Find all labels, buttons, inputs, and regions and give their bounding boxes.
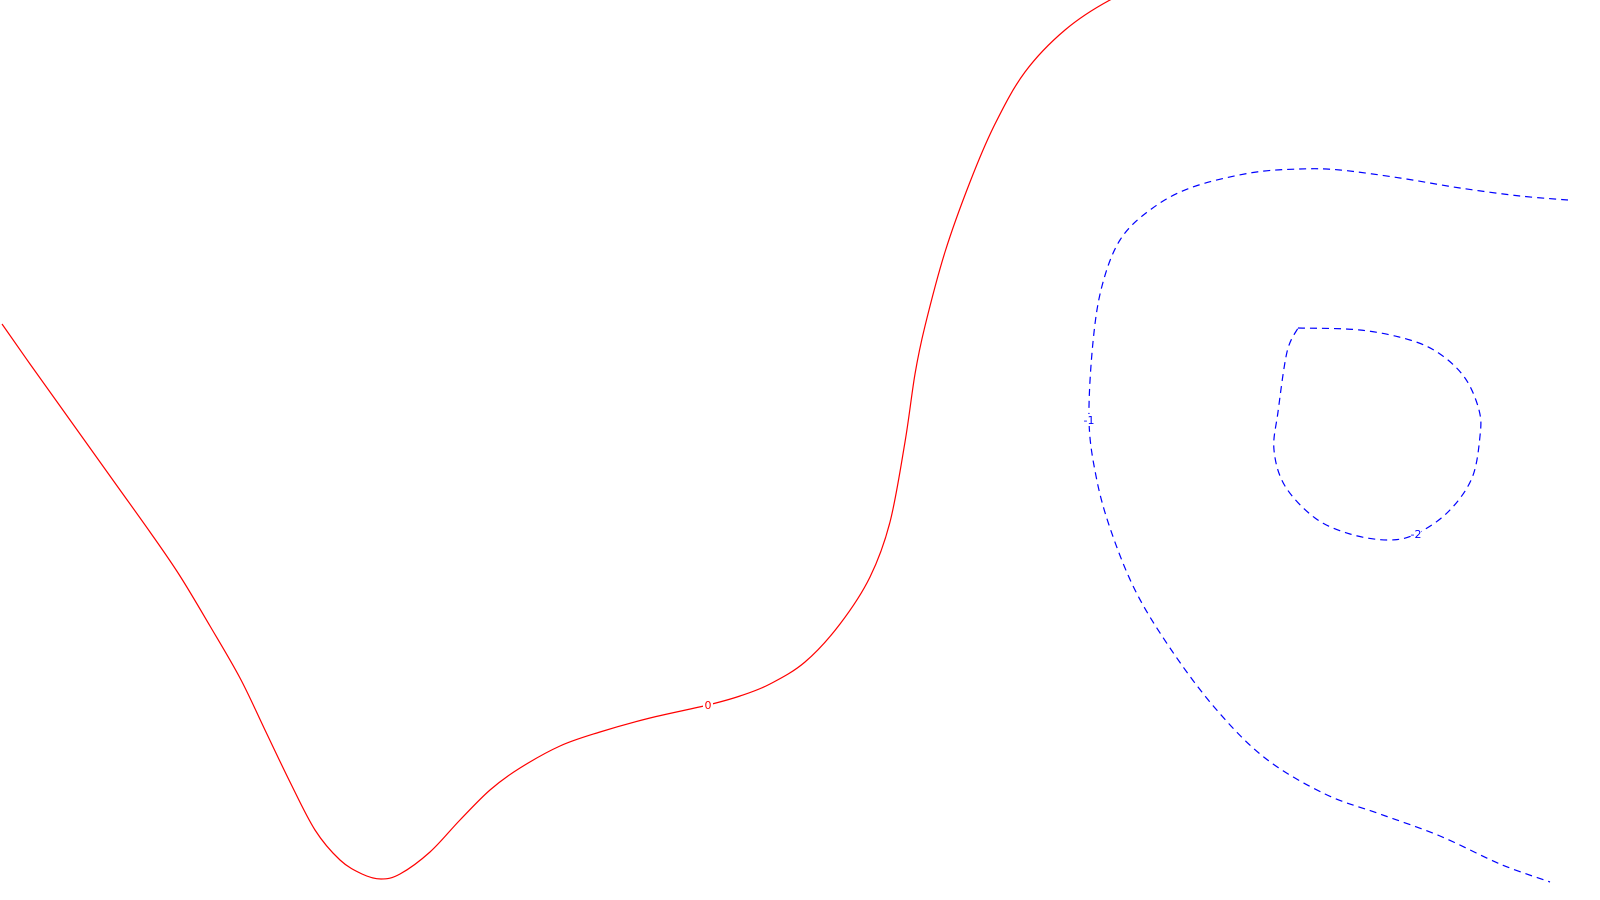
contour-label-bg	[1411, 528, 1421, 540]
contour-label-bg	[703, 699, 713, 711]
contour-label-level-0: 0	[705, 699, 712, 712]
contour-line-level--1	[1088, 168, 1569, 883]
contour-label-level--1: -1	[1084, 414, 1095, 427]
contour-lines	[1, 0, 1569, 883]
contour-label-bg	[1084, 414, 1094, 426]
contour-label-level--2: -2	[1411, 528, 1422, 541]
contour-line-level--2	[1273, 327, 1482, 541]
contour-labels: 0 -1 -2	[703, 414, 1421, 712]
contour-line-level-0	[1, 0, 1112, 880]
